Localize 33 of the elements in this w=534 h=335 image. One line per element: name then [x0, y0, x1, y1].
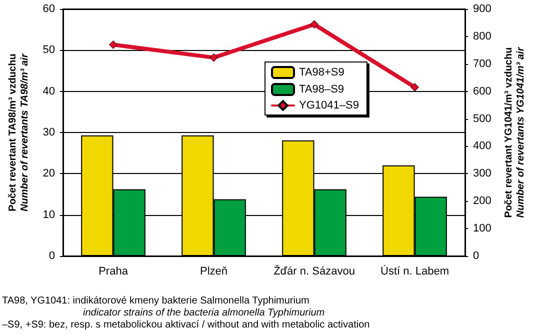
y2-tick-label: 0 [473, 250, 480, 262]
text: TA98, YG1041: indikátorové kmeny bakterie Salmonella Typhimurium [2, 296, 310, 306]
y-tick-label: 20 [42, 168, 55, 180]
y-axis-title: Počet revertant TA98/m³ vzduchu Number of revertants TA98/m³ air [8, 52, 30, 212]
text: indicator strains of the bacteria almonella Typhimurium [83, 308, 325, 318]
point [210, 53, 218, 62]
y-tick-label: 50 [42, 44, 55, 56]
y2-tick-label: 600 [473, 85, 492, 98]
y-tick-label: 40 [42, 85, 55, 98]
y-tick-label: 0 [48, 250, 55, 262]
y2-tick-label: 100 [473, 222, 492, 235]
y2-tick-label: 900 [473, 3, 492, 15]
y2-tick-label: 400 [473, 140, 492, 152]
legend-label: TA98–S9 [299, 84, 344, 96]
point [109, 40, 118, 49]
point [310, 20, 318, 29]
text: –S9, +S9: bez, resp. s metabolickou aktivací / without and with metabolic activation [2, 320, 370, 330]
y-tick-label: 60 [42, 3, 55, 15]
y-tick-label: 30 [42, 126, 55, 138]
y2-tick-label: 200 [473, 195, 492, 208]
y2-tick-label: 500 [473, 112, 492, 125]
y2-axis-title: Počet revertant YG1041/m³ vzduchu Number of revertants YG1041/m³ air [504, 46, 526, 218]
x-tick-label: Ústí n. Labem [380, 264, 449, 278]
x-tick-label: Žďár n. Sázavou [274, 264, 355, 278]
legend-label: YG1041–S9 [299, 100, 359, 112]
point [410, 82, 419, 92]
y2-tick-label: 700 [473, 58, 492, 70]
legend-label: TA98+S9 [299, 66, 344, 78]
y-tick-label: 10 [42, 208, 55, 221]
y2-tick-label: 300 [473, 168, 492, 180]
x-tick-label: Praha [98, 266, 129, 278]
x-tick-label: Plzeň [200, 266, 228, 278]
y2-tick-label: 800 [473, 30, 492, 42]
